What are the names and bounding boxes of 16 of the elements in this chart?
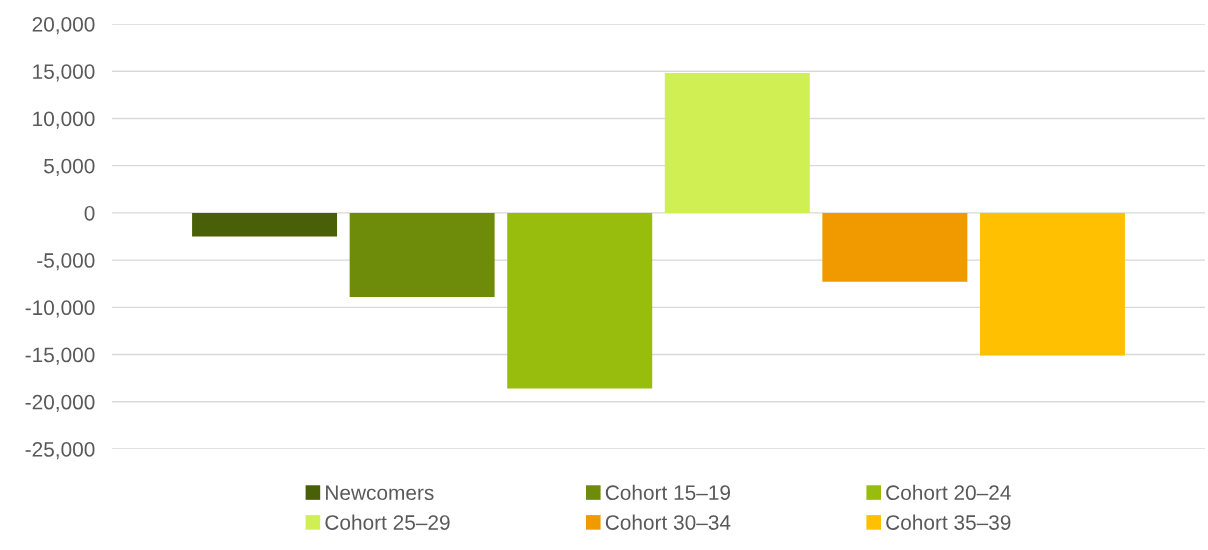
legend-label: Newcomers [326,485,434,501]
y-tick-label: 5,000 [44,158,95,176]
legend-label: Cohort 35–39 [886,514,1011,530]
y-tick-label: -25,000 [25,442,95,460]
legend-label: Cohort 25–29 [325,514,450,530]
legend-label: Cohort 15–19 [605,484,731,501]
y-tick-label: 10,000 [33,111,95,129]
y-tick-label: -5,000 [37,253,95,271]
y-tick-label: -15,000 [25,347,95,365]
y-tick-label: 0 [84,205,95,221]
y-tick-label: 20,000 [32,17,95,35]
legend-label: Cohort 30–34 [605,514,731,530]
y-tick-label: 15,000 [33,64,95,82]
y-tick-label: -20,000 [25,394,95,412]
y-tick-label: -10,000 [25,300,95,318]
legend-label: Cohort 20–24 [886,484,1011,501]
